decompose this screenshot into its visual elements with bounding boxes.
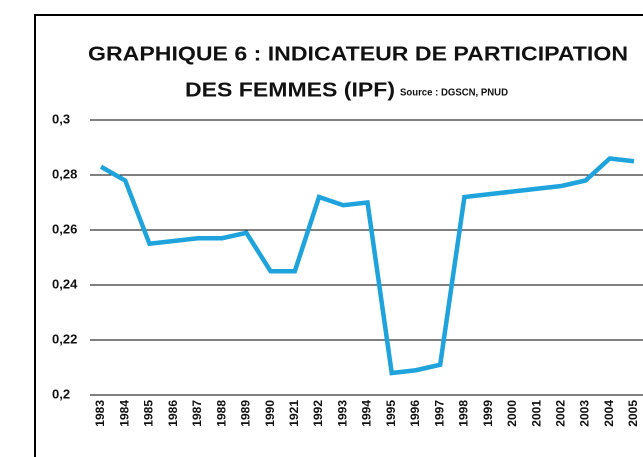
- y-tick-label: 0,2: [52, 386, 70, 401]
- y-tick-label: 0,28: [52, 166, 77, 181]
- x-tick-label: 2002: [553, 400, 567, 427]
- data-line: [99, 156, 635, 376]
- chart-title: DES FEMMES (IPF): [185, 79, 395, 101]
- x-tick-label: 1993: [335, 400, 349, 427]
- x-tick-label: 1997: [432, 400, 446, 427]
- x-tick-label: 1987: [190, 400, 204, 427]
- x-tick-label: 2005: [626, 400, 640, 427]
- x-tick-label: 2003: [578, 400, 592, 427]
- x-tick-label: 1996: [408, 400, 422, 427]
- frame: [34, 14, 643, 457]
- x-tick-label: 1984: [117, 400, 131, 427]
- x-tick-label: 1983: [93, 400, 107, 427]
- y-tick-label: 0,22: [52, 331, 77, 346]
- chart-title: GRAPHIQUE 6 : INDICATEUR DE PARTICIPATIO…: [88, 43, 628, 65]
- y-tick-label: 0,3: [52, 111, 70, 126]
- x-tick-label: 2000: [505, 400, 519, 427]
- x-tick-label: 1989: [239, 400, 253, 427]
- x-tick-label: 1986: [166, 400, 180, 427]
- x-tick-label: 2001: [529, 400, 543, 427]
- x-tick-label: 1988: [214, 400, 228, 427]
- x-tick-label: 1995: [384, 400, 398, 427]
- x-tick-label: 1921: [287, 400, 301, 427]
- x-tick-label: 1998: [457, 400, 471, 427]
- x-tick-label: 1990: [263, 400, 277, 427]
- x-tick-label: 1992: [311, 400, 325, 427]
- y-tick-label: 0,24: [52, 276, 78, 291]
- y-tick-label: 0,26: [52, 221, 77, 236]
- x-tick-label: 1985: [142, 400, 156, 427]
- source: Source : DGSCN, PNUD: [400, 88, 508, 99]
- x-tick-label: 2004: [602, 400, 616, 427]
- x-tick-label: 1999: [481, 400, 495, 427]
- x-tick-label: 1994: [360, 400, 374, 427]
